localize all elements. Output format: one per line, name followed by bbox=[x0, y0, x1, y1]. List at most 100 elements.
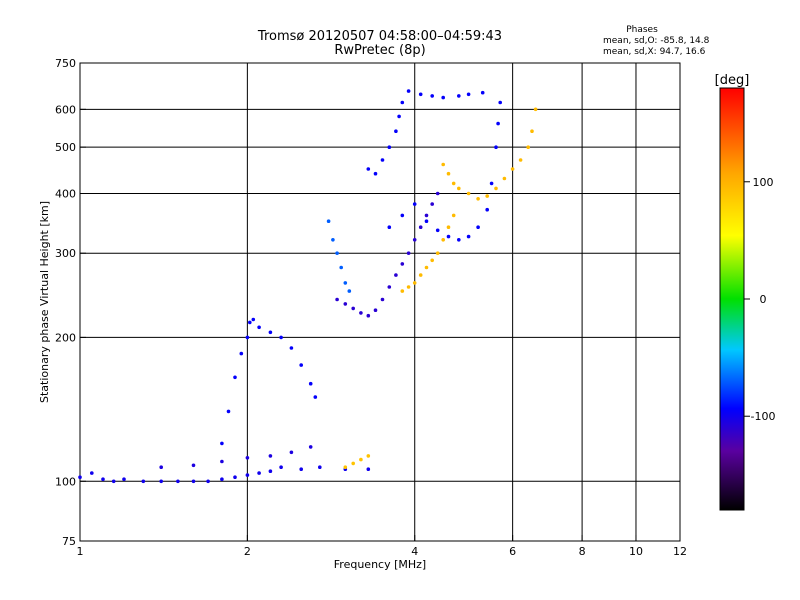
data-point bbox=[441, 238, 446, 242]
data-point bbox=[406, 285, 411, 289]
data-point bbox=[335, 251, 339, 255]
data-point bbox=[359, 457, 363, 462]
colorbar-tick-label: 0 bbox=[760, 293, 767, 306]
data-point bbox=[418, 273, 423, 277]
phases-title: Phases bbox=[626, 25, 658, 35]
data-point bbox=[351, 461, 356, 466]
data-point bbox=[366, 467, 371, 472]
x-tick-label: 4 bbox=[411, 545, 418, 558]
data-point bbox=[226, 409, 231, 414]
data-point bbox=[326, 219, 331, 223]
colorbar-label: [deg] bbox=[715, 73, 750, 88]
data-point bbox=[141, 479, 146, 484]
data-point bbox=[489, 181, 494, 186]
data-point bbox=[480, 90, 485, 95]
data-point bbox=[299, 467, 304, 472]
data-point bbox=[366, 313, 371, 318]
data-point bbox=[494, 145, 498, 149]
data-point bbox=[343, 302, 348, 306]
data-point bbox=[441, 95, 446, 100]
data-point bbox=[279, 335, 283, 340]
data-point bbox=[406, 251, 411, 255]
data-point bbox=[101, 477, 105, 482]
data-point bbox=[233, 375, 237, 380]
data-point bbox=[441, 162, 446, 167]
data-point bbox=[318, 465, 322, 470]
data-point bbox=[435, 251, 440, 255]
grid-lines bbox=[80, 63, 680, 541]
data-point bbox=[279, 465, 283, 470]
data-point bbox=[387, 225, 392, 229]
y-tick-label: 100 bbox=[55, 475, 76, 488]
data-point bbox=[245, 456, 250, 460]
data-point bbox=[424, 265, 429, 270]
y-tick-label: 75 bbox=[62, 535, 76, 548]
colorbar-tick-label: -100 bbox=[751, 410, 776, 423]
data-point bbox=[268, 469, 273, 474]
y-tick-label: 300 bbox=[55, 247, 76, 260]
data-point bbox=[233, 475, 237, 480]
data-point bbox=[530, 129, 534, 133]
data-point bbox=[446, 225, 451, 229]
data-point bbox=[451, 181, 456, 186]
data-point bbox=[400, 100, 405, 105]
data-point bbox=[159, 479, 163, 484]
data-point bbox=[424, 213, 429, 218]
data-point bbox=[485, 194, 490, 198]
data-point bbox=[308, 381, 313, 386]
chart-title: Tromsø 20120507 04:58:00–04:59:43 bbox=[257, 29, 502, 44]
y-axis-label: Stationary phase Virtual Height [km] bbox=[38, 201, 51, 403]
data-point bbox=[90, 471, 94, 475]
data-point bbox=[257, 325, 261, 330]
data-point bbox=[533, 107, 538, 112]
data-point bbox=[366, 454, 371, 458]
data-point bbox=[289, 346, 294, 350]
data-point bbox=[245, 335, 250, 340]
y-tick-label: 750 bbox=[55, 57, 76, 70]
data-point bbox=[430, 202, 435, 206]
data-point bbox=[191, 463, 196, 468]
data-point bbox=[251, 317, 256, 322]
data-point bbox=[412, 281, 417, 285]
data-point bbox=[343, 281, 348, 285]
data-point bbox=[526, 145, 530, 149]
x-tick-label: 12 bbox=[673, 545, 687, 558]
y-tick-label: 600 bbox=[55, 103, 76, 116]
data-point bbox=[406, 89, 411, 93]
data-point bbox=[257, 471, 261, 475]
data-point bbox=[387, 145, 392, 149]
data-point bbox=[159, 465, 163, 470]
x-axis-label: Frequency [MHz] bbox=[334, 558, 426, 571]
data-point bbox=[457, 238, 461, 242]
data-point bbox=[239, 351, 244, 356]
x-tick-label: 2 bbox=[244, 545, 251, 558]
data-point bbox=[394, 273, 398, 277]
data-point bbox=[373, 308, 378, 313]
colorbar bbox=[719, 87, 745, 511]
data-point bbox=[430, 94, 435, 98]
x-tick-label: 1 bbox=[77, 545, 84, 558]
data-point bbox=[299, 363, 304, 367]
data-point bbox=[373, 171, 378, 176]
data-point bbox=[343, 465, 348, 470]
data-point bbox=[494, 186, 498, 191]
x-tick-label: 8 bbox=[579, 545, 586, 558]
data-point bbox=[446, 171, 451, 176]
phases-line-o: mean, sd,O: -85.8, 14.8 bbox=[603, 36, 710, 46]
data-point bbox=[359, 311, 363, 315]
data-point bbox=[122, 477, 126, 482]
data-point bbox=[496, 121, 500, 126]
data-point bbox=[351, 306, 356, 311]
data-point bbox=[191, 479, 196, 484]
data-point bbox=[518, 158, 523, 162]
data-point bbox=[245, 473, 250, 477]
x-tick-label: 10 bbox=[629, 545, 643, 558]
data-point bbox=[335, 297, 339, 302]
data-point bbox=[498, 100, 503, 105]
data-point bbox=[466, 234, 471, 239]
data-point bbox=[457, 94, 461, 98]
data-point bbox=[268, 330, 273, 335]
data-point bbox=[435, 191, 440, 196]
